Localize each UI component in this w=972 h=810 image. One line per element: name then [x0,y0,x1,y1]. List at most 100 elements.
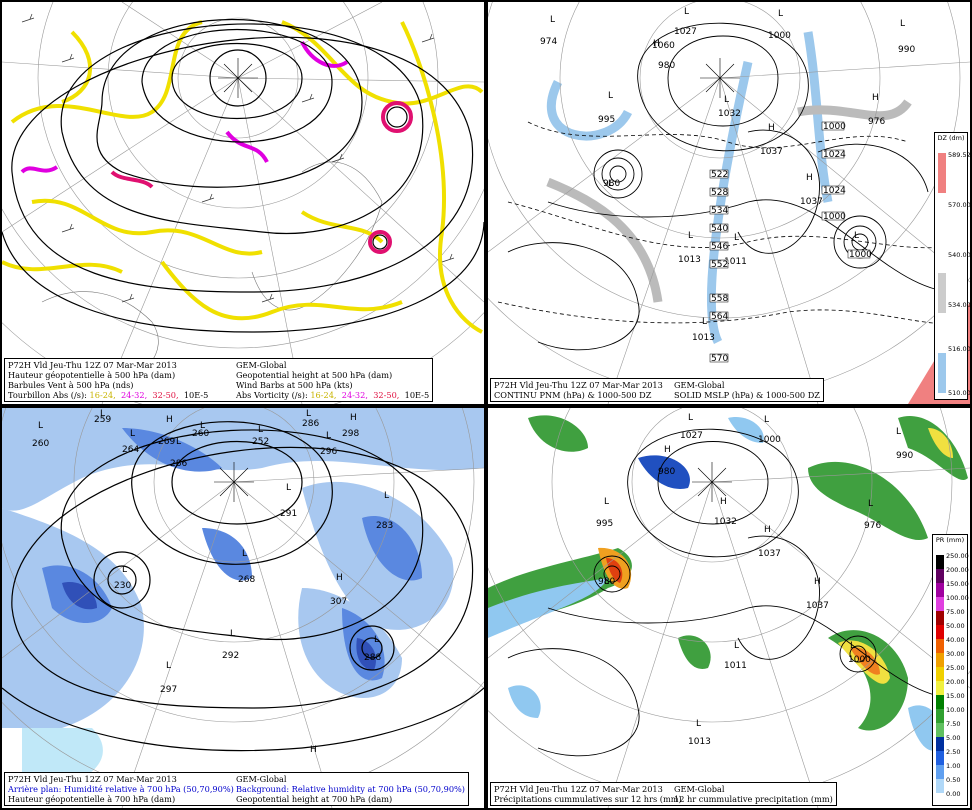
lat-lon-grid [488,408,970,808]
colorbar-swatch [936,555,944,569]
thickness-label: 534 [711,206,728,216]
pole-star [700,58,740,98]
center-letter: L [854,231,859,241]
center-letter: L [764,415,769,425]
center-letter: H [310,745,317,755]
center-letter: L [176,437,181,447]
center-value: 296 [320,447,337,457]
colorbar-swatch [936,583,944,597]
center-value: 286 [302,419,319,429]
thickness-label: 546 [711,242,728,252]
center-value: 1032 [718,109,741,119]
center-letter: L [258,425,263,435]
center-letter: L [242,549,247,559]
thickness-labels: 522 528 534 540 546 552 558 564 570 1000… [709,121,872,364]
isobar-label: 1000 [823,122,846,132]
colorbar-swatch [936,765,944,779]
pressure-centers: L 1027 L 1000 L 990 H 980 L 995 H 1032 L 976 H 1… [596,413,913,747]
colorbar-tick: 1.00 [946,762,961,770]
panel-mslp-thickness: L 974 L 1027 L 1000 H 1060 980 L 990 L 995 L 10… [488,2,970,404]
center-letter: L [604,497,609,507]
colorbar-tick: 589.52 [948,151,970,159]
thickness-contours [497,121,970,325]
center-value: 1000 [758,435,781,445]
center-letter: H [653,39,660,49]
center-value: 286 [170,459,187,469]
vorticity-contours [2,20,484,334]
center-letter: L [734,641,739,651]
caption-right-line: GEM-Global [674,380,725,390]
pole-star [214,462,254,502]
colorbar-swatch [936,751,944,765]
center-letter: H [872,93,879,103]
map-precipitation: L 1027 L 1000 L 990 H 980 L 995 H 1032 L 976 H 1… [488,408,970,808]
caption-left-line: P72H Vld Jeu-Thu 12Z 07 Mar-Mar 2013 [494,784,663,794]
colorbar-tick: 540.00 [948,251,970,259]
center-value: 260 [192,429,209,439]
pole-star [218,58,258,98]
center-value: 1027 [674,27,697,37]
wind-barbs [21,13,455,303]
center-letter: L [868,499,873,509]
colorbar-tick: 534.00 [948,301,970,309]
colorbar-swatch [936,597,944,611]
center-value: 1060 [652,41,675,51]
colorbar-tick: 25.00 [946,664,965,672]
caption-left-line: Hauteur géopotentielle à 500 hPa (dam) [8,370,176,380]
colorbar-tick: 516.00 [948,345,970,353]
center-letter: L [608,91,613,101]
center-letter: H [806,173,813,183]
panel-12hr-precipitation: L 1027 L 1000 L 990 H 980 L 995 H 1032 L 976 H 1… [488,408,970,808]
colorbar-swatch [936,723,944,737]
colorbar-tick: 40.00 [946,636,965,644]
caption-right-line: GEM-Global [236,360,287,370]
center-letter: L [850,641,855,651]
center-value: 298 [342,429,359,439]
center-letter: L [684,7,689,17]
caption-mslp: P72H Vld Jeu-Thu 12Z 07 Mar-Mar 2013 GEM-… [490,378,824,402]
center-letter: H [350,413,357,423]
colorbar-swatch [936,695,944,709]
center-value: 995 [596,519,613,529]
colorbar-tick: 7.50 [946,720,961,728]
center-letter: H [764,525,771,535]
vort-range-label: 24-32, [341,390,368,400]
colorbar-swatch [938,193,946,273]
center-value: 1013 [688,737,711,747]
colorbar-tick: 75.00 [946,608,965,616]
center-letter: L [286,483,291,493]
center-letter: H [768,123,775,133]
center-letter: L [604,577,609,587]
center-letter: L [724,95,729,105]
vort-unit-label: 10E-5 [183,390,209,400]
colorbar-swatch [938,273,946,313]
thickness-cold-shading [546,31,833,345]
isobar-label: 1000 [849,250,872,260]
caption-right-line: Background: Relative humidity at 700 hPa… [236,784,466,794]
colorbar-tick: 15.00 [946,692,965,700]
center-letter: H [664,445,671,455]
colorbar-tick: 30.00 [946,650,965,658]
caption-left-line: Précipitations cummulatives sur 12 hrs (… [494,794,682,804]
center-value: 283 [376,521,393,531]
center-letter: L [100,409,105,419]
center-value: 1027 [680,431,703,441]
center-value: 1013 [692,333,715,343]
colorbar-swatch [936,611,944,625]
caption-right-line: GEM-Global [236,774,287,784]
isobar-label: 1024 [823,150,846,160]
colorbar-swatch [936,667,944,681]
center-letter: H [166,415,173,425]
center-value: 252 [252,437,269,447]
center-letter: L [702,317,707,327]
caption-right-line: Geopotential height at 700 hPa (dam) [236,794,393,804]
center-letter: L [230,629,235,639]
colorbar-swatch [936,625,944,639]
center-value: 1032 [714,517,737,527]
center-value: 1000 [848,655,871,665]
isobar-label: 1000 [823,212,846,222]
caption-precipitation: P72H Vld Jeu-Thu 12Z 07 Mar-Mar 2013 GEM-… [490,782,837,806]
center-letter: L [38,421,43,431]
